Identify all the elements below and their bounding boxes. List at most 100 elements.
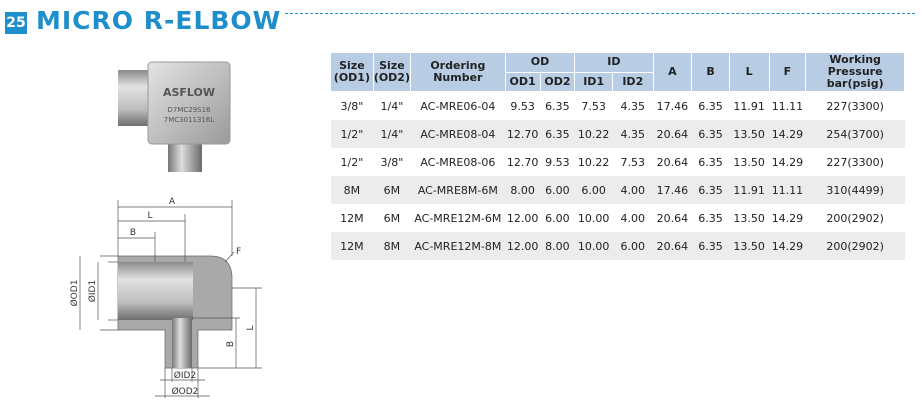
cell: 1/2" <box>340 155 364 169</box>
cell: 6.00 <box>574 176 613 204</box>
cell: 1/4" <box>380 99 404 113</box>
cell: 10.22 <box>577 155 610 169</box>
table-row: 1/2" 1/4" AC-MRE08-04 12.70 6.35 10.22 4.35 20.… <box>330 120 905 148</box>
column-subheader: OD1 <box>504 71 541 92</box>
cell: 6M <box>383 211 401 225</box>
dim-label: ØOD2 <box>172 386 199 397</box>
cell: 13.50 <box>733 155 765 169</box>
cell: 13.50 <box>733 211 765 225</box>
cell: 12M <box>330 232 374 260</box>
drawings: ASFLOW D7MC29S16 7MC3011316L A L B F ØOD… <box>69 61 262 398</box>
cell: 4.00 <box>620 211 646 225</box>
section-diagram <box>79 200 262 398</box>
cell: 12.00 <box>505 232 541 260</box>
cell: 227(3300) <box>826 155 884 169</box>
cell: 4.00 <box>612 176 654 204</box>
dim-label: F <box>236 247 241 257</box>
cell: 6.35 <box>691 176 730 204</box>
cell: 10.00 <box>577 211 610 225</box>
dim-label: L <box>246 325 256 330</box>
column-subheader: OD2 <box>539 71 576 92</box>
cell: 1/2" <box>330 120 374 148</box>
header-row: Size (OD1) Size (OD2) Ordering Number OD ID A… <box>330 52 905 92</box>
cell: 8.00 <box>505 176 541 204</box>
cell: AC-MRE12M-6M <box>414 211 502 225</box>
cell: 6.35 <box>691 232 730 260</box>
column-header: B <box>691 52 730 92</box>
cell: 3/8" <box>340 99 364 113</box>
cell: AC-MRE8M-6M <box>410 176 506 204</box>
cell: 6.00 <box>540 176 575 204</box>
cell: 200(2902) <box>826 211 884 225</box>
cell: AC-MRE06-04 <box>420 99 496 113</box>
spec-table: Size (OD1) Size (OD2) Ordering Number OD ID A… <box>330 52 905 260</box>
cell: 14.29 <box>769 120 806 148</box>
cell: 6.00 <box>545 211 570 225</box>
column-header: ID <box>574 52 654 73</box>
column-header: A <box>652 52 693 92</box>
dim-label: L <box>147 211 152 221</box>
cell: 7.53 <box>581 99 606 113</box>
column-header: Size (OD2) <box>372 52 412 92</box>
cell: 12.70 <box>505 120 541 148</box>
cell: 14.29 <box>771 155 804 169</box>
cell: 20.64 <box>656 155 689 169</box>
table-row: 12M 6M AC-MRE12M-6M 12.00 6.00 10.00 4.00 20.64… <box>331 204 905 232</box>
cell: 4.35 <box>612 120 654 148</box>
cell: 4.35 <box>620 99 646 113</box>
cell: 9.53 <box>545 155 570 169</box>
cell: 20.64 <box>653 120 692 148</box>
product-photo: ASFLOW D7MC29S16 7MC3011316L <box>118 61 231 172</box>
cell: 310(4499) <box>805 176 905 204</box>
cell: 8M <box>373 232 411 260</box>
code: D7MC29S16 <box>167 106 211 114</box>
cell: 6.35 <box>698 99 723 113</box>
cell: 10.22 <box>574 120 613 148</box>
cell: 14.29 <box>769 232 806 260</box>
dim-label: ØOD1 <box>69 280 80 307</box>
cell: 12.00 <box>506 211 539 225</box>
title: MICRO R-ELBOW <box>36 6 282 35</box>
column-header: Size (OD1) <box>330 52 374 92</box>
cell: 13.50 <box>729 232 770 260</box>
cell: 200(2902) <box>805 232 905 260</box>
cell: 3/8" <box>380 155 404 169</box>
table-row: 12M 8M AC-MRE12M-8M 12.00 8.00 10.00 6.00 20.64… <box>330 232 905 260</box>
column-header: OD <box>504 52 576 73</box>
cell: 12M <box>340 211 364 225</box>
cell: 8.00 <box>540 232 575 260</box>
column-subheader: ID2 <box>612 71 654 92</box>
cell: 8M <box>330 176 374 204</box>
cell: 9.53 <box>510 99 535 113</box>
dim-label: ØID2 <box>174 370 196 381</box>
cell: 6M <box>373 176 411 204</box>
column-header: L <box>728 52 770 92</box>
cell: AC-MRE12M-8M <box>410 232 506 260</box>
cell: 254(3700) <box>805 120 905 148</box>
cell: AC-MRE08-06 <box>420 155 496 169</box>
column-header: F <box>768 52 807 92</box>
cell: 6.35 <box>691 120 730 148</box>
cell: 11.91 <box>733 99 765 113</box>
cell: 20.64 <box>653 232 692 260</box>
cell: 17.46 <box>653 176 692 204</box>
cell: 11.11 <box>769 176 806 204</box>
cell: 6.35 <box>545 99 570 113</box>
cell: 17.46 <box>656 99 689 113</box>
dim-label: A <box>169 197 176 207</box>
cell: 11.91 <box>729 176 770 204</box>
cell: 12.70 <box>506 155 539 169</box>
cell: 10.00 <box>574 232 613 260</box>
dim-label: B <box>226 341 236 347</box>
column-subheader: ID1 <box>574 71 614 92</box>
cell: 6.35 <box>540 120 575 148</box>
cell: 1/4" <box>373 120 411 148</box>
cell: 13.50 <box>729 120 770 148</box>
column-header: Working Pressure bar(psig) <box>805 52 905 92</box>
dim-label: ØID1 <box>87 280 98 302</box>
cell: 14.29 <box>771 211 804 225</box>
column-header: Ordering Number <box>410 52 506 92</box>
rule <box>285 13 915 14</box>
cell: 227(3300) <box>826 99 884 113</box>
header-row: OD1 OD2 ID1 ID2 <box>331 71 905 92</box>
